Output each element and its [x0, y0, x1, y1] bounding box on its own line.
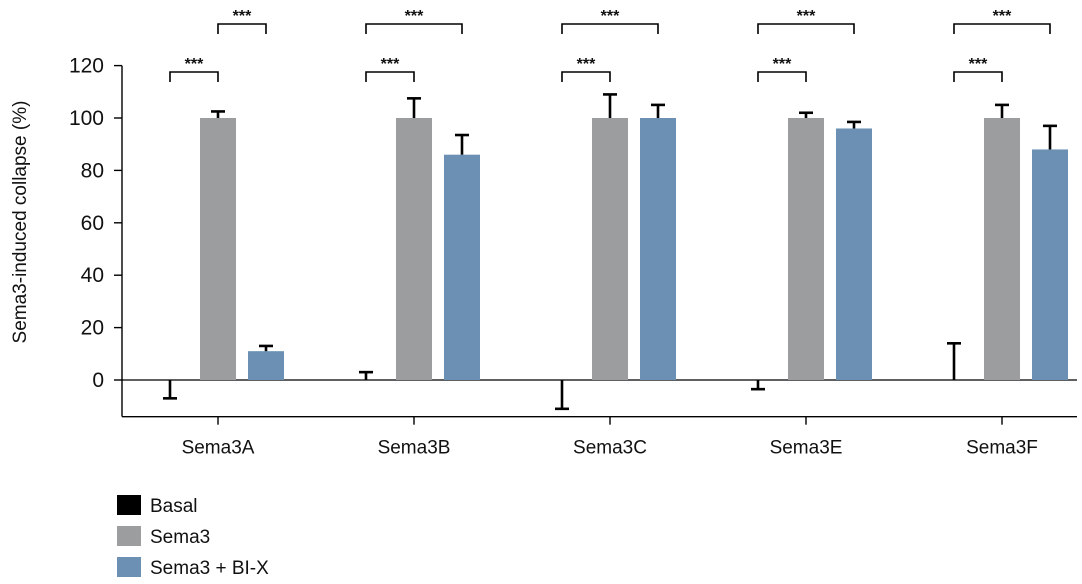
plot-area: 0 20 40 60 80 100 120 Sema3A Sema3B Sema3C Sema3E S… — [69, 8, 1077, 459]
y-tick-label: 60 — [81, 212, 104, 235]
legend: Basal Sema3 Sema3 + BI-X — [117, 495, 269, 579]
significance-label: *** — [797, 8, 816, 25]
significance-label: *** — [577, 56, 596, 73]
x-tick-label: Sema3A — [182, 438, 255, 459]
bar — [248, 351, 284, 380]
significance-bracket — [953, 71, 1003, 82]
significance-label: *** — [405, 8, 424, 25]
y-axis-label: Sema3-induced collapse (%) — [10, 101, 31, 344]
y-tick-label: 40 — [81, 264, 104, 287]
significance-bracket — [365, 23, 463, 34]
legend-label: Basal — [150, 496, 198, 517]
bar — [984, 118, 1020, 380]
x-tick-label: Sema3F — [966, 438, 1038, 459]
y-tick-label: 0 — [92, 369, 104, 392]
bar — [592, 118, 628, 380]
significance-label: *** — [993, 8, 1012, 25]
significance-bracket — [169, 71, 219, 82]
significance-bracket — [217, 23, 267, 34]
significance-bracket — [953, 23, 1051, 34]
y-tick-label: 100 — [69, 107, 104, 130]
significance-label: *** — [233, 8, 252, 25]
significance-label: *** — [381, 56, 400, 73]
x-tick-label: Sema3C — [573, 438, 647, 459]
y-tick-label: 20 — [81, 317, 104, 340]
bar — [788, 118, 824, 380]
bar — [1032, 149, 1068, 380]
bar — [396, 118, 432, 380]
significance-bracket — [757, 71, 807, 82]
bar — [640, 118, 676, 380]
legend-swatch — [117, 495, 141, 515]
significance-label: *** — [601, 8, 620, 25]
x-tick-label: Sema3E — [770, 438, 843, 459]
bar — [444, 154, 480, 380]
legend-label: Sema3 — [150, 527, 210, 548]
significance-label: *** — [969, 56, 988, 73]
bar — [836, 128, 872, 380]
y-tick-label: 80 — [81, 159, 104, 182]
y-tick-label: 120 — [69, 55, 104, 78]
legend-label: Sema3 + BI-X — [150, 558, 269, 579]
significance-bracket — [561, 23, 659, 34]
significance-bracket — [757, 23, 855, 34]
significance-label: *** — [773, 56, 792, 73]
bar — [200, 118, 236, 380]
x-tick-label: Sema3B — [378, 438, 451, 459]
legend-swatch — [117, 526, 141, 546]
significance-label: *** — [185, 56, 204, 73]
significance-bracket — [561, 71, 611, 82]
significance-bracket — [365, 71, 415, 82]
legend-swatch — [117, 557, 141, 577]
